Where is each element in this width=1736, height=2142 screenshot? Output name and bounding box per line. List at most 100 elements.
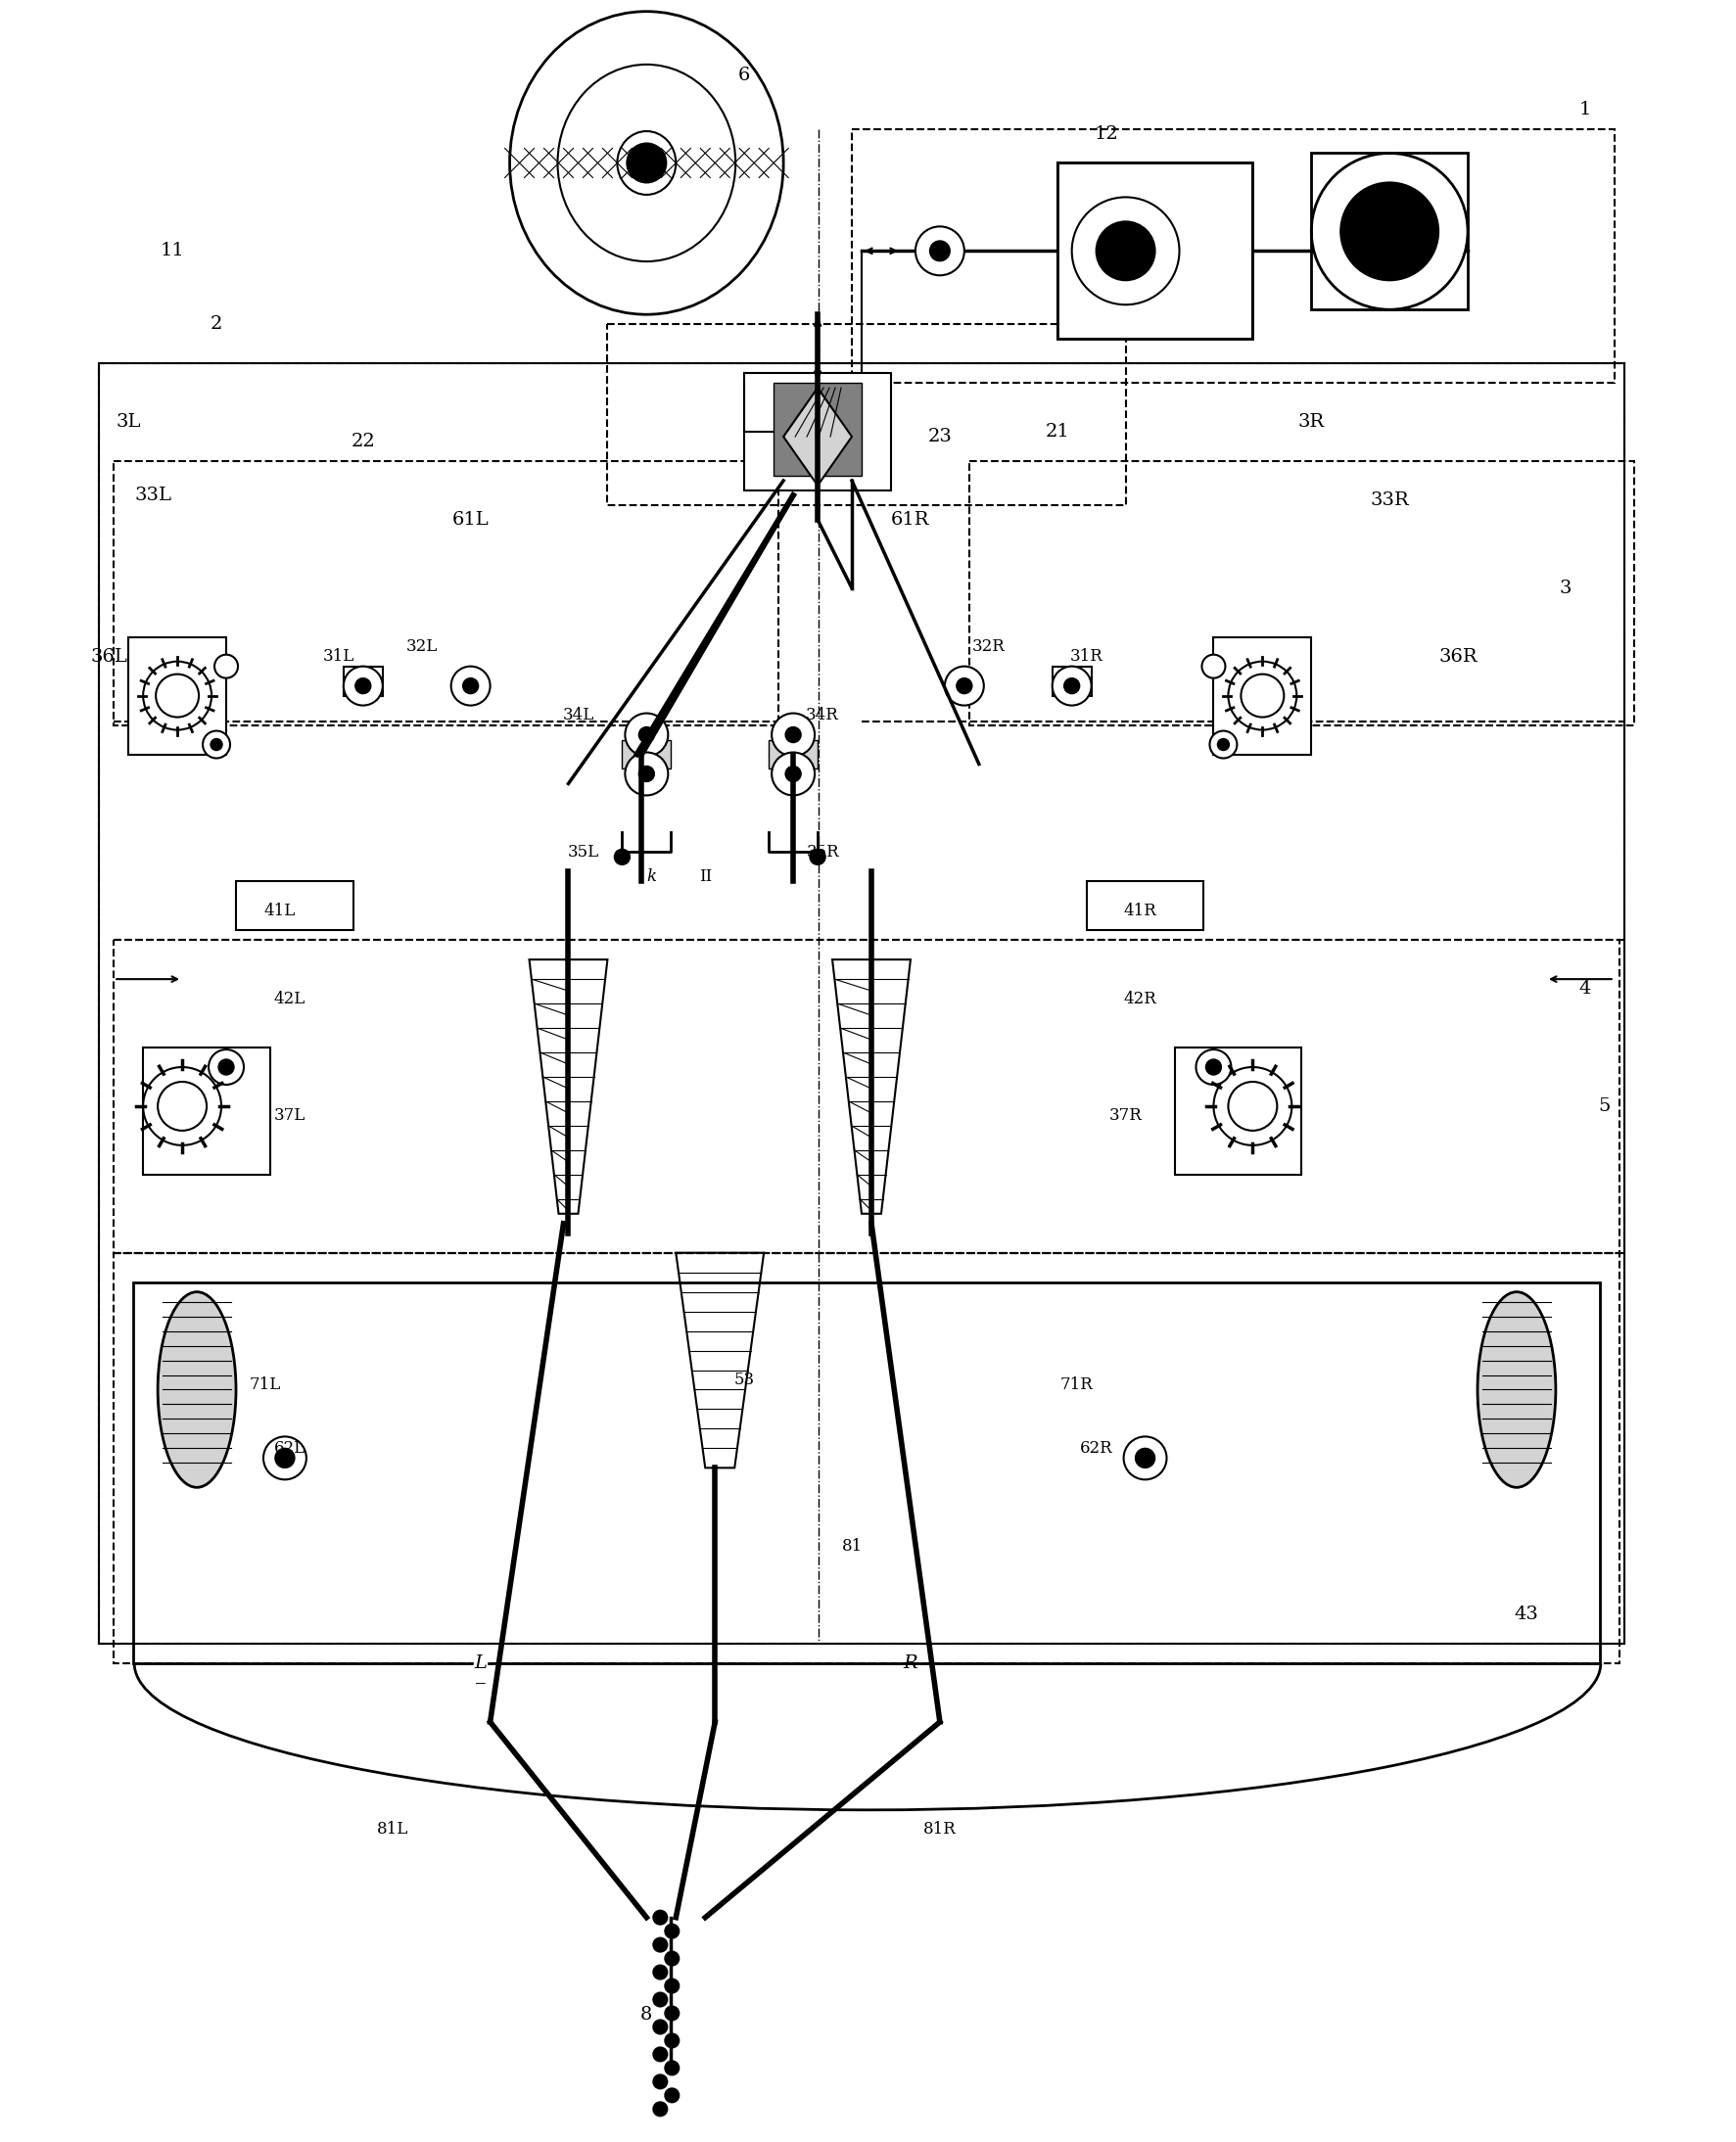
Text: 81R: 81R <box>924 1821 957 1838</box>
Circle shape <box>930 242 950 261</box>
Circle shape <box>1052 666 1092 705</box>
Bar <box>134 1283 1601 1664</box>
Bar <box>1057 163 1253 338</box>
Ellipse shape <box>158 1292 236 1487</box>
Circle shape <box>665 2061 679 2076</box>
Text: 36R: 36R <box>1439 647 1477 666</box>
Circle shape <box>464 679 479 694</box>
Text: 37R: 37R <box>1109 1107 1142 1125</box>
Bar <box>1057 163 1253 338</box>
Text: 3: 3 <box>1559 578 1571 598</box>
Bar <box>1311 154 1467 311</box>
Circle shape <box>785 767 800 782</box>
Text: 31L: 31L <box>323 649 354 664</box>
Bar <box>969 461 1634 724</box>
Bar <box>115 461 778 724</box>
Circle shape <box>944 666 984 705</box>
Circle shape <box>653 1939 667 1951</box>
Text: 35L: 35L <box>568 844 599 861</box>
Bar <box>236 880 354 930</box>
Text: 1: 1 <box>1580 101 1592 118</box>
Circle shape <box>1311 154 1467 311</box>
Circle shape <box>156 675 200 718</box>
Bar <box>1213 636 1311 754</box>
Circle shape <box>142 662 212 730</box>
Circle shape <box>344 666 382 705</box>
Circle shape <box>1123 1437 1167 1480</box>
Text: 23: 23 <box>927 428 951 446</box>
Text: 33R: 33R <box>1370 491 1410 510</box>
Circle shape <box>1210 730 1238 758</box>
Circle shape <box>773 752 814 795</box>
Bar <box>608 323 1125 506</box>
Text: L: L <box>474 1654 486 1673</box>
Bar <box>1175 1047 1302 1174</box>
Circle shape <box>653 1911 667 1924</box>
Text: 4: 4 <box>1580 981 1592 998</box>
Text: 42L: 42L <box>274 990 306 1007</box>
Text: 32R: 32R <box>972 638 1005 655</box>
Text: 61R: 61R <box>891 512 930 529</box>
Text: 36L: 36L <box>90 647 127 666</box>
Text: 62R: 62R <box>1080 1439 1113 1457</box>
Text: 81L: 81L <box>377 1821 408 1838</box>
Circle shape <box>1196 1050 1231 1084</box>
Bar <box>1087 880 1203 930</box>
Bar <box>774 383 861 476</box>
Ellipse shape <box>618 131 675 195</box>
Circle shape <box>809 848 826 865</box>
Polygon shape <box>621 739 672 769</box>
Circle shape <box>203 730 231 758</box>
Text: 61L: 61L <box>451 512 490 529</box>
Bar <box>142 1047 271 1174</box>
Circle shape <box>1135 1448 1154 1467</box>
Circle shape <box>665 1924 679 1939</box>
Circle shape <box>142 1067 220 1146</box>
Circle shape <box>665 2088 679 2101</box>
Text: R: R <box>903 1654 918 1673</box>
Circle shape <box>1071 197 1179 304</box>
Bar <box>344 666 382 696</box>
Circle shape <box>1064 679 1080 694</box>
Text: 41L: 41L <box>264 902 295 919</box>
Text: 62L: 62L <box>274 1439 306 1457</box>
Circle shape <box>625 713 668 756</box>
Circle shape <box>915 227 963 276</box>
Text: 6: 6 <box>738 66 750 84</box>
Circle shape <box>665 1979 679 1992</box>
Circle shape <box>274 1448 295 1467</box>
Circle shape <box>665 1951 679 1966</box>
Circle shape <box>451 666 490 705</box>
Circle shape <box>1229 1082 1278 1131</box>
Text: L: L <box>474 1654 486 1673</box>
Text: 21: 21 <box>1045 422 1069 441</box>
Circle shape <box>653 1992 667 2007</box>
Circle shape <box>215 655 238 679</box>
Text: 32L: 32L <box>406 638 437 655</box>
Text: k: k <box>646 868 656 885</box>
Text: 81: 81 <box>842 1538 863 1555</box>
Text: 37L: 37L <box>274 1107 306 1125</box>
Circle shape <box>653 2101 667 2116</box>
Circle shape <box>665 2033 679 2048</box>
Text: 12: 12 <box>1094 124 1118 144</box>
Text: 53: 53 <box>734 1371 755 1388</box>
Text: 31R: 31R <box>1069 649 1102 664</box>
Text: 35R: 35R <box>806 844 838 861</box>
Circle shape <box>625 752 668 795</box>
Text: 11: 11 <box>160 242 184 259</box>
Circle shape <box>1340 182 1439 281</box>
Circle shape <box>773 713 814 756</box>
Circle shape <box>639 767 654 782</box>
Text: 34L: 34L <box>562 707 594 724</box>
Circle shape <box>158 1082 207 1131</box>
Text: II: II <box>700 868 712 885</box>
Circle shape <box>356 679 372 694</box>
Bar <box>745 373 891 491</box>
Circle shape <box>210 739 222 750</box>
Circle shape <box>1229 662 1297 730</box>
Circle shape <box>653 2020 667 2033</box>
Text: 8: 8 <box>641 2007 653 2024</box>
Bar <box>99 364 1625 1643</box>
Circle shape <box>653 1966 667 1979</box>
